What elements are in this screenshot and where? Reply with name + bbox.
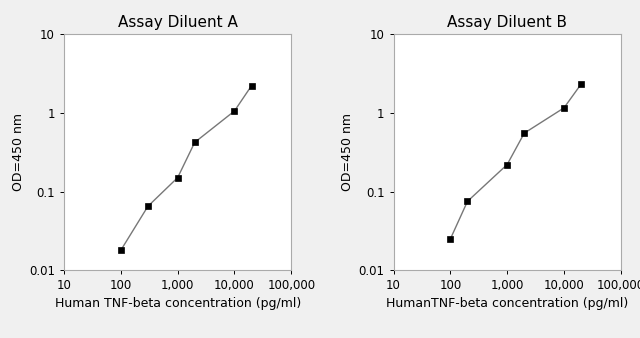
Y-axis label: OD=450 nm: OD=450 nm xyxy=(341,113,355,191)
X-axis label: HumanTNF-beta concentration (pg/ml): HumanTNF-beta concentration (pg/ml) xyxy=(386,296,628,310)
Title: Assay Diluent A: Assay Diluent A xyxy=(118,15,237,30)
Title: Assay Diluent B: Assay Diluent B xyxy=(447,15,567,30)
X-axis label: Human TNF-beta concentration (pg/ml): Human TNF-beta concentration (pg/ml) xyxy=(54,296,301,310)
Y-axis label: OD=450 nm: OD=450 nm xyxy=(12,113,25,191)
